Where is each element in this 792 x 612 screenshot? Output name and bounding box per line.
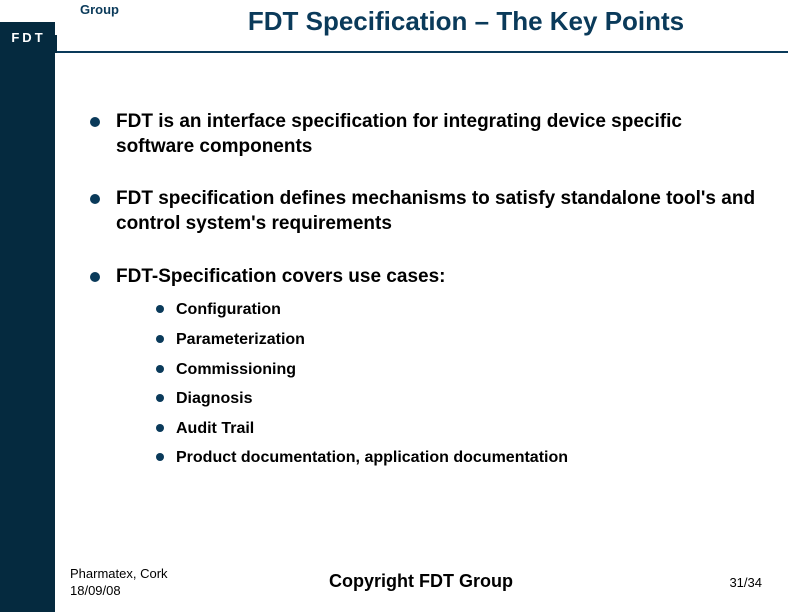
bullet-text: FDT-Specification covers use cases: — [116, 266, 445, 287]
title-underline — [57, 51, 788, 53]
slide-content: FDT is an interface specification for in… — [86, 110, 762, 552]
group-label: Group — [80, 2, 119, 17]
bullet-item: FDT specification defines mechanisms to … — [86, 187, 762, 236]
sub-bullet-item: Parameterization — [154, 329, 762, 351]
slide-header: Group FDT FDT Specification – The Key Po… — [0, 0, 792, 68]
slide-footer: Pharmatex, Cork 18/09/08 Copyright FDT G… — [70, 560, 772, 604]
bullet-item: FDT-Specification covers use cases: Conf… — [86, 265, 762, 469]
sub-bullet-item: Configuration — [154, 299, 762, 321]
footer-copyright: Copyright FDT Group — [70, 571, 772, 592]
bullet-item: FDT is an interface specification for in… — [86, 110, 762, 159]
bullet-list: FDT is an interface specification for in… — [86, 110, 762, 469]
sub-bullet-item: Product documentation, application docum… — [154, 447, 762, 469]
slide-title: FDT Specification – The Key Points — [160, 6, 772, 37]
page-current: 31 — [729, 575, 743, 590]
bullet-text: FDT specification defines mechanisms to … — [116, 188, 755, 234]
sub-bullet-item: Diagnosis — [154, 388, 762, 410]
fdt-logo: FDT — [0, 22, 55, 52]
footer-page-number: 31/34 — [729, 575, 762, 590]
sub-bullet-item: Commissioning — [154, 359, 762, 381]
slide: Group FDT FDT Specification – The Key Po… — [0, 0, 792, 612]
sub-bullet-item: Audit Trail — [154, 418, 762, 440]
bullet-text: FDT is an interface specification for in… — [116, 111, 682, 157]
left-rail — [0, 52, 55, 612]
sub-bullet-list: Configuration Parameterization Commissio… — [154, 299, 762, 469]
page-total: 34 — [748, 575, 762, 590]
